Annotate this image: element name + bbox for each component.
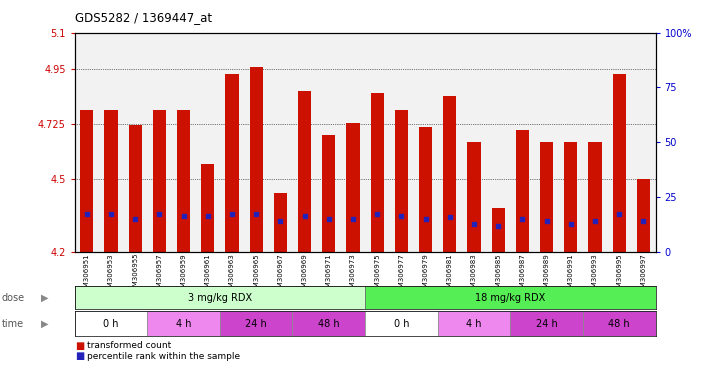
Text: 0 h: 0 h <box>103 318 119 329</box>
Bar <box>540 142 553 252</box>
Bar <box>292 311 365 336</box>
Bar <box>510 311 583 336</box>
Bar <box>583 311 656 336</box>
Bar <box>80 111 93 252</box>
Text: 3 mg/kg RDX: 3 mg/kg RDX <box>188 293 252 303</box>
Text: time: time <box>1 318 23 329</box>
Bar <box>75 311 147 336</box>
Text: 18 mg/kg RDX: 18 mg/kg RDX <box>475 293 545 303</box>
Bar <box>515 130 529 252</box>
Bar <box>370 93 384 252</box>
Bar <box>225 74 239 252</box>
Text: GDS5282 / 1369447_at: GDS5282 / 1369447_at <box>75 12 212 25</box>
Bar <box>365 311 438 336</box>
Bar <box>589 142 602 252</box>
Text: 24 h: 24 h <box>245 318 267 329</box>
Text: ■: ■ <box>75 351 84 361</box>
Bar <box>105 111 117 252</box>
Bar <box>491 208 505 252</box>
Bar <box>153 111 166 252</box>
Text: 48 h: 48 h <box>609 318 630 329</box>
Text: 0 h: 0 h <box>394 318 409 329</box>
Bar <box>564 142 577 252</box>
Text: ▶: ▶ <box>41 318 49 329</box>
Bar <box>250 67 263 252</box>
Bar <box>443 96 456 252</box>
Bar <box>274 193 287 252</box>
Bar <box>346 122 360 252</box>
Text: percentile rank within the sample: percentile rank within the sample <box>87 352 240 361</box>
Bar <box>322 135 336 252</box>
Text: ▶: ▶ <box>41 293 49 303</box>
Text: dose: dose <box>1 293 25 303</box>
Text: 4 h: 4 h <box>176 318 191 329</box>
Bar <box>177 111 191 252</box>
Bar <box>201 164 215 252</box>
Bar <box>129 125 141 252</box>
Bar <box>147 311 220 336</box>
Bar <box>438 311 510 336</box>
Bar <box>637 179 650 252</box>
Text: 24 h: 24 h <box>536 318 557 329</box>
Text: transformed count: transformed count <box>87 341 171 350</box>
Bar <box>75 286 365 309</box>
Bar <box>298 91 311 252</box>
Bar <box>613 74 626 252</box>
Text: ■: ■ <box>75 341 84 351</box>
Text: 4 h: 4 h <box>466 318 482 329</box>
Bar <box>419 127 432 252</box>
Text: 48 h: 48 h <box>318 318 340 329</box>
Bar <box>365 286 656 309</box>
Bar <box>467 142 481 252</box>
Bar <box>395 111 408 252</box>
Bar <box>220 311 292 336</box>
